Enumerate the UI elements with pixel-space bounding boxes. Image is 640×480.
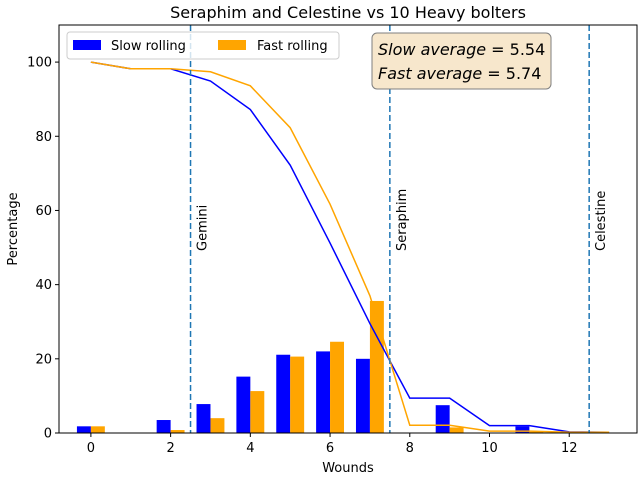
bar — [515, 426, 530, 433]
x-tick-label: 0 — [87, 441, 95, 456]
bar — [290, 356, 305, 433]
legend: Slow rolling Fast rolling — [66, 31, 340, 60]
x-tick-label: 10 — [481, 441, 498, 456]
bar — [236, 376, 251, 433]
vlines-layer: Gemini Seraphim Celestine — [189, 25, 609, 433]
legend-box — [66, 31, 340, 60]
x-tick-label: 4 — [246, 441, 254, 456]
bar — [529, 431, 544, 433]
vline-label: Gemini — [196, 205, 211, 251]
y-tick-label: 80 — [35, 130, 52, 145]
bar — [90, 426, 105, 433]
vline-label: Celestine — [594, 191, 609, 251]
y-tick-label: 40 — [35, 278, 52, 293]
x-tick-label: 2 — [166, 441, 174, 456]
x-axis-label: Wounds — [322, 461, 374, 476]
chart-title: Seraphim and Celestine vs 10 Heavy bolte… — [170, 3, 526, 22]
bar — [355, 358, 370, 433]
bar — [196, 404, 211, 433]
y-tick-label: 60 — [35, 204, 52, 219]
annotation-box — [371, 32, 552, 90]
x-tick-label: 8 — [406, 441, 414, 456]
bar — [170, 430, 185, 433]
average-annotation: Slow average = 5.54 Fast average = 5.74 — [371, 32, 552, 90]
y-tick-label: 20 — [35, 352, 52, 367]
y-axis-ticks: 0 20 40 60 80 100 — [27, 56, 59, 442]
x-axis-ticks: 0 2 4 6 8 10 12 — [87, 433, 578, 456]
y-tick-label: 100 — [27, 56, 52, 71]
vline-label: Seraphim — [395, 189, 410, 251]
bar — [316, 351, 331, 433]
bar — [210, 418, 225, 433]
y-tick-label: 0 — [44, 427, 52, 442]
x-tick-label: 12 — [561, 441, 578, 456]
bar — [369, 300, 384, 433]
legend-swatch-fast — [218, 40, 246, 50]
x-tick-label: 6 — [326, 441, 334, 456]
fast-average-text: Fast average = 5.74 — [378, 64, 541, 83]
slow-average-text: Slow average = 5.54 — [378, 40, 545, 59]
legend-label-fast: Fast rolling — [257, 39, 328, 54]
bar — [250, 391, 265, 433]
plot-frame — [58, 24, 638, 434]
bar — [76, 426, 91, 433]
lines-layer — [90, 61, 610, 434]
legend-label-slow: Slow rolling — [111, 39, 186, 54]
bar — [435, 405, 450, 433]
series-line — [90, 61, 610, 434]
bar — [276, 354, 291, 433]
bar — [330, 341, 345, 433]
bar — [449, 427, 464, 433]
legend-swatch-slow — [73, 40, 101, 50]
series-line — [90, 61, 610, 434]
bars-layer — [76, 300, 544, 433]
y-axis-label: Percentage — [6, 192, 21, 265]
bar — [156, 420, 171, 433]
